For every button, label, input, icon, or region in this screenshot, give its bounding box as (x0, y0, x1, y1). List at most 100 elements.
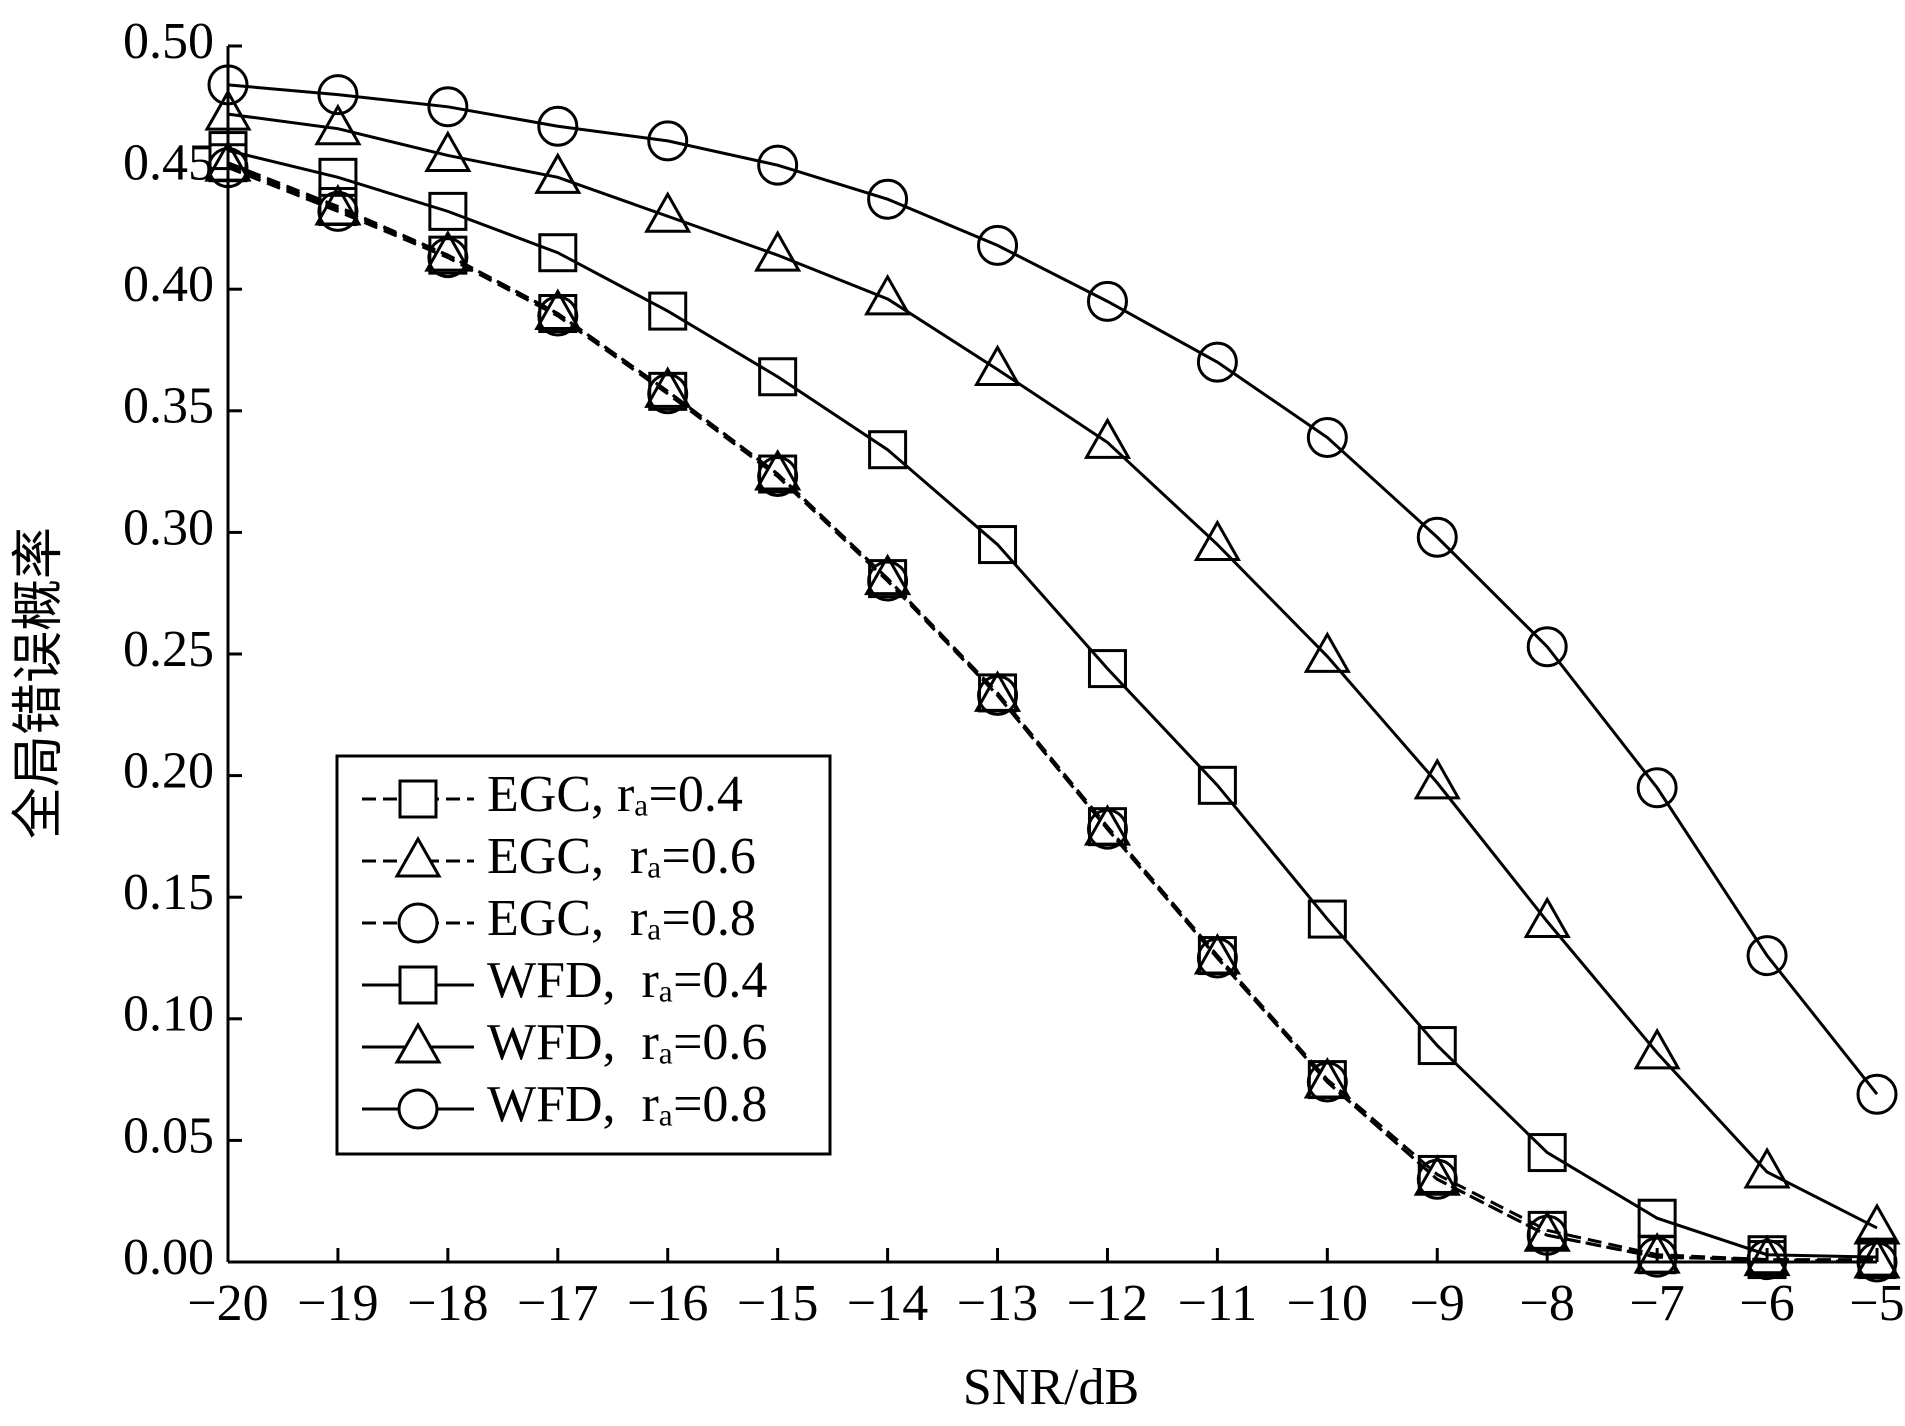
marker (1857, 1237, 1897, 1277)
marker (1417, 1026, 1457, 1066)
marker (1527, 1133, 1567, 1173)
x-axis-label: SNR/dB (963, 1359, 1139, 1416)
x-tick-label: −14 (847, 1275, 928, 1332)
marker (1416, 516, 1458, 558)
marker (864, 553, 912, 596)
series-line (227, 83, 1879, 1096)
marker (1306, 1061, 1348, 1103)
marker (1083, 417, 1132, 459)
marker (1746, 935, 1788, 977)
marker (424, 130, 472, 172)
marker (1636, 767, 1678, 809)
marker (868, 430, 908, 470)
marker (1306, 417, 1348, 459)
marker (1526, 1214, 1568, 1256)
x-tick-label: −15 (737, 1275, 818, 1332)
marker (1303, 1056, 1351, 1099)
x-tick-label: −10 (1287, 1275, 1368, 1332)
y-tick-label: 0.20 (123, 743, 214, 800)
legend-label: EGC, rₐ=0.6 (487, 828, 756, 885)
y-tick-label: 0.10 (123, 986, 214, 1043)
marker (977, 224, 1019, 266)
marker (1413, 1154, 1461, 1196)
marker (1853, 1202, 1901, 1245)
y-tick-label: 0.00 (123, 1229, 214, 1286)
marker (318, 157, 358, 197)
marker (317, 190, 359, 232)
marker (1197, 765, 1237, 805)
marker (754, 448, 802, 491)
x-tick-label: −9 (1410, 1275, 1465, 1332)
marker (1633, 1027, 1681, 1070)
marker (317, 74, 359, 116)
marker (973, 344, 1022, 386)
legend-box (335, 754, 832, 1156)
legend-marker (397, 1088, 439, 1130)
y-tick-label: 0.45 (123, 135, 214, 192)
marker (867, 560, 909, 602)
marker (1196, 937, 1238, 979)
marker (538, 233, 578, 273)
marker (428, 191, 468, 231)
legend-label: WFD, rₐ=0.6 (487, 1014, 767, 1071)
x-tick-label: −6 (1739, 1275, 1794, 1332)
marker (1743, 1146, 1791, 1189)
series-line (227, 112, 1878, 1230)
x-tick-label: −13 (957, 1275, 1038, 1332)
marker (314, 103, 362, 146)
marker (644, 191, 692, 233)
marker (1747, 1235, 1787, 1275)
x-tick-label: −18 (407, 1275, 488, 1332)
marker (1856, 1073, 1898, 1115)
legend-label: WFD, rₐ=0.8 (487, 1076, 767, 1133)
marker (1303, 631, 1351, 673)
marker (208, 131, 248, 171)
marker (978, 525, 1018, 565)
marker (1636, 1236, 1678, 1278)
x-tick-label: −20 (187, 1275, 268, 1332)
legend-marker (397, 902, 439, 944)
marker (867, 178, 909, 220)
legend-label: EGC, rₐ=0.8 (487, 890, 756, 947)
marker (537, 105, 579, 147)
marker (973, 670, 1022, 712)
marker (1086, 280, 1128, 322)
legend-label: EGC, rₐ=0.4 (487, 766, 743, 823)
marker (1086, 808, 1128, 850)
marker (1523, 1210, 1571, 1252)
marker (1307, 899, 1347, 939)
marker (1196, 341, 1238, 383)
marker (1633, 1232, 1681, 1274)
marker (757, 144, 799, 186)
marker (207, 64, 249, 106)
x-tick-label: −16 (627, 1275, 708, 1332)
marker (424, 230, 472, 272)
marker (204, 140, 252, 182)
legend-marker (398, 965, 438, 1005)
marker (754, 230, 802, 272)
marker (647, 120, 689, 162)
marker (534, 152, 582, 194)
marker (427, 237, 469, 279)
legend-marker (394, 1021, 442, 1064)
marker (1193, 932, 1241, 975)
marker (648, 291, 688, 331)
marker (1083, 804, 1132, 846)
marker (537, 295, 579, 337)
y-tick-label: 0.50 (123, 13, 214, 70)
x-tick-label: −19 (297, 1275, 378, 1332)
marker (758, 357, 798, 397)
marker (1087, 649, 1127, 689)
series-line (227, 166, 1878, 1264)
y-tick-label: 0.05 (123, 1107, 214, 1164)
marker (647, 373, 689, 415)
marker (204, 89, 252, 131)
marker (1413, 757, 1461, 800)
marker (1416, 1158, 1458, 1200)
x-tick-label: −7 (1629, 1275, 1684, 1332)
y-tick-label: 0.30 (123, 499, 214, 556)
marker (864, 273, 912, 316)
y-tick-label: 0.15 (123, 864, 214, 921)
x-tick-label: −5 (1849, 1275, 1904, 1332)
